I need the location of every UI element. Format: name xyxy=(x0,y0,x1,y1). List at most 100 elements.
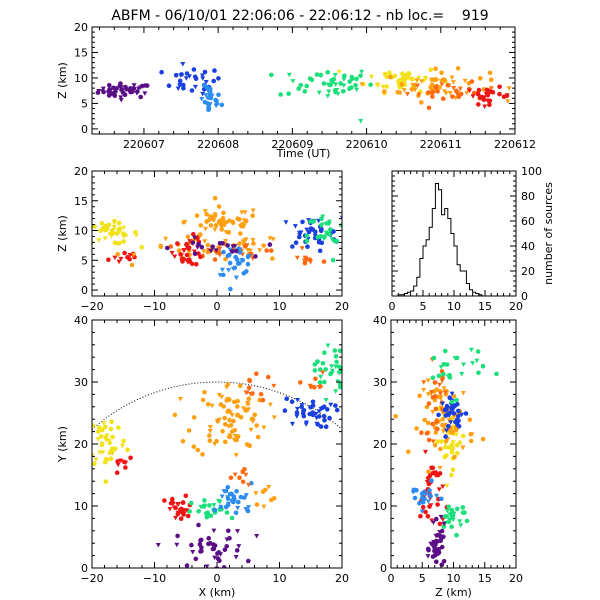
y-tick-label: 10 xyxy=(74,500,88,513)
y-axis-label: number of sources xyxy=(542,182,555,285)
data-point xyxy=(440,422,445,428)
data-point xyxy=(411,487,417,493)
data-point xyxy=(257,397,263,403)
data-point xyxy=(238,231,243,236)
data-point xyxy=(104,227,109,233)
data-point xyxy=(308,260,314,265)
data-point xyxy=(202,69,208,75)
data-point xyxy=(131,252,137,258)
data-point xyxy=(443,514,448,519)
x-tick-label: 10 xyxy=(273,300,287,313)
data-point xyxy=(453,432,459,437)
data-point xyxy=(318,424,324,429)
data-point xyxy=(293,240,299,245)
data-point xyxy=(204,564,210,568)
data-point xyxy=(433,473,439,479)
y-tick-label: 20 xyxy=(74,21,88,34)
data-point xyxy=(223,504,229,510)
data-point xyxy=(158,243,164,249)
data-point xyxy=(208,86,213,92)
data-point xyxy=(484,98,490,103)
data-point xyxy=(430,421,435,427)
data-point xyxy=(325,93,331,99)
data-point xyxy=(233,248,239,254)
data-point xyxy=(93,457,99,463)
data-point xyxy=(461,362,467,368)
data-point xyxy=(138,94,143,100)
x-tick-label: 220612 xyxy=(494,138,536,151)
data-point xyxy=(221,249,226,255)
data-point xyxy=(184,563,190,568)
data-point xyxy=(436,412,441,418)
data-point xyxy=(455,422,460,427)
data-point xyxy=(316,240,322,245)
data-point xyxy=(196,509,201,514)
data-point xyxy=(267,242,273,247)
data-point xyxy=(226,408,232,414)
data-point xyxy=(354,87,360,93)
x-tick-label: 5 xyxy=(419,572,426,585)
data-point xyxy=(178,73,184,78)
data-point xyxy=(333,364,339,370)
y-tick-label: 15 xyxy=(74,46,88,59)
data-point xyxy=(233,275,239,281)
data-point xyxy=(445,82,451,88)
data-point xyxy=(269,248,274,253)
data-point xyxy=(333,354,339,359)
data-point xyxy=(168,500,174,506)
data-point xyxy=(278,92,283,97)
data-point xyxy=(92,224,97,229)
data-point xyxy=(116,259,122,265)
data-point xyxy=(250,419,256,424)
data-point xyxy=(322,418,327,423)
data-point xyxy=(457,86,463,92)
data-point xyxy=(430,395,436,400)
data-point xyxy=(184,252,190,258)
plan-view-plot-area xyxy=(92,343,342,568)
data-point xyxy=(225,382,231,387)
data-point xyxy=(294,410,300,415)
data-point xyxy=(439,378,445,384)
data-point xyxy=(234,489,239,494)
data-point xyxy=(416,75,422,81)
data-point xyxy=(450,80,456,85)
data-point xyxy=(111,227,117,233)
data-point xyxy=(419,79,425,84)
data-point xyxy=(336,69,342,75)
data-point xyxy=(431,520,437,526)
data-point xyxy=(212,227,218,233)
data-point xyxy=(204,511,209,516)
data-point xyxy=(329,237,335,242)
data-point xyxy=(271,496,277,501)
data-point xyxy=(455,451,460,456)
data-point xyxy=(476,102,481,107)
data-point xyxy=(464,518,470,524)
data-point xyxy=(409,77,415,82)
data-point xyxy=(316,409,322,414)
x-tick-label: 220611 xyxy=(420,138,462,151)
data-point xyxy=(434,419,439,424)
y-tick-label: 0 xyxy=(380,562,387,575)
data-point xyxy=(444,438,449,444)
data-point xyxy=(219,225,225,231)
data-point xyxy=(227,218,232,224)
data-point xyxy=(241,271,247,276)
data-point xyxy=(225,243,230,248)
data-point xyxy=(439,544,445,550)
x-tick-label: 0 xyxy=(214,300,221,313)
y-axis-label: Z (km) xyxy=(56,62,69,99)
data-point xyxy=(119,443,125,449)
data-point xyxy=(450,440,456,445)
data-point xyxy=(240,221,245,227)
data-point xyxy=(462,78,468,84)
data-point xyxy=(243,506,249,512)
data-point xyxy=(297,233,303,238)
data-point xyxy=(236,499,241,505)
y-tick-label: 0 xyxy=(81,562,88,575)
data-point xyxy=(415,83,421,89)
data-point xyxy=(310,410,316,415)
plan-view-frame xyxy=(91,319,343,569)
data-point xyxy=(223,238,229,244)
data-point xyxy=(232,472,238,478)
